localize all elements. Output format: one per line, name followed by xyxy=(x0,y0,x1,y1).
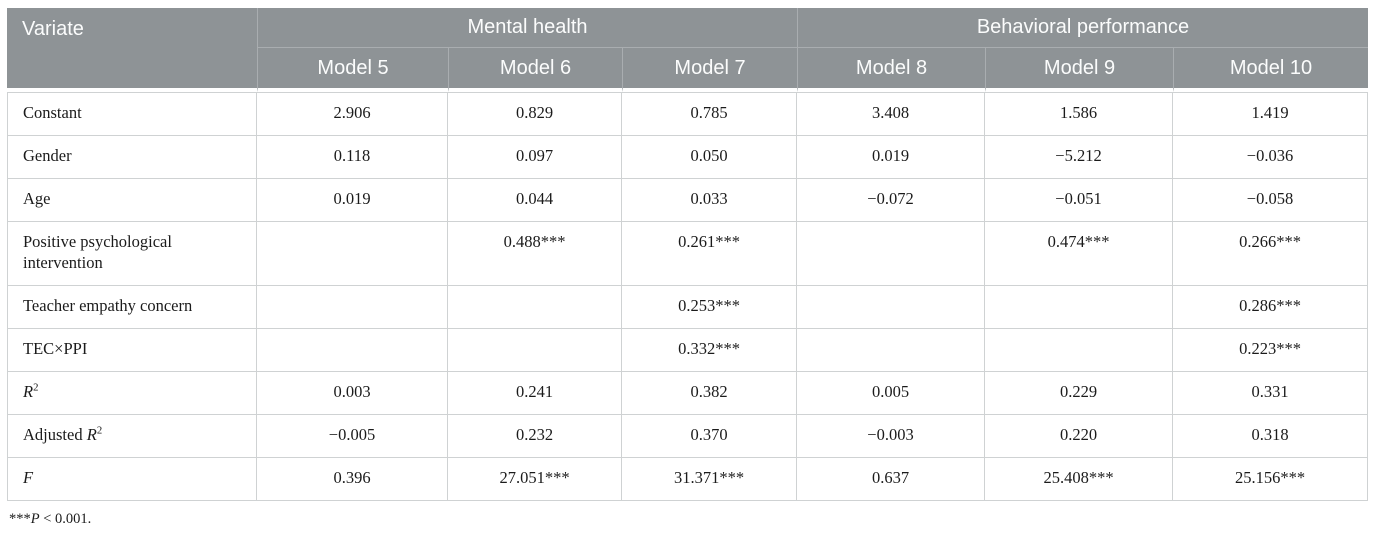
cell-value xyxy=(257,328,448,372)
cell-value: 0.005 xyxy=(797,371,985,415)
column-header-variate: Variate xyxy=(7,8,257,92)
cell-value: 3.408 xyxy=(797,92,985,137)
table-row: Teacher empathy concern 0.253*** 0.286*** xyxy=(7,285,1369,329)
model-header-row: Model 5 Model 6 Model 7 Model 8 Model 9 … xyxy=(7,47,1369,92)
row-label: Positive psychological intervention xyxy=(7,222,257,286)
cell-value: 0.261*** xyxy=(622,222,797,286)
cell-value: 0.044 xyxy=(448,179,622,223)
cell-value xyxy=(985,328,1173,372)
table-row: Gender 0.118 0.097 0.050 0.019 −5.212 −0.036 xyxy=(7,136,1369,180)
cell-value: 1.586 xyxy=(985,92,1173,137)
row-label: TEC×PPI xyxy=(7,328,257,372)
cell-value: 25.408*** xyxy=(985,458,1173,502)
cell-value: 31.371*** xyxy=(622,458,797,502)
cell-value xyxy=(797,328,985,372)
group-header-row: Variate Mental health Behavioral perform… xyxy=(7,8,1369,92)
table-row: Positive psychological intervention 0.488… xyxy=(7,222,1369,286)
table-row: R2 0.003 0.241 0.382 0.005 0.229 0.331 xyxy=(7,371,1369,415)
table-row: Constant 2.906 0.829 0.785 3.408 1.586 1.419 xyxy=(7,92,1369,137)
cell-value: 0.331 xyxy=(1173,371,1369,415)
cell-value xyxy=(985,285,1173,329)
cell-value xyxy=(257,222,448,286)
table-row: Adjusted R2 −0.005 0.232 0.370 −0.003 0.220 0.… xyxy=(7,415,1369,459)
cell-value: −0.005 xyxy=(257,415,448,459)
cell-value: 2.906 xyxy=(257,92,448,137)
cell-value: 0.488*** xyxy=(448,222,622,286)
cell-value: 0.118 xyxy=(257,136,448,180)
column-group-mental-health: Mental health xyxy=(257,8,797,47)
row-label: R2 xyxy=(7,371,257,415)
cell-value xyxy=(797,222,985,286)
column-group-behavioral-performance: Behavioral performance xyxy=(797,8,1369,47)
row-label: Teacher empathy concern xyxy=(7,285,257,329)
cell-value: 0.033 xyxy=(622,179,797,223)
cell-value: 0.097 xyxy=(448,136,622,180)
row-label: F xyxy=(7,458,257,502)
cell-value: 0.286*** xyxy=(1173,285,1369,329)
column-header-model-7: Model 7 xyxy=(622,47,797,92)
cell-value: −0.072 xyxy=(797,179,985,223)
cell-value: 0.474*** xyxy=(985,222,1173,286)
cell-value: 0.220 xyxy=(985,415,1173,459)
column-header-model-8: Model 8 xyxy=(797,47,985,92)
cell-value: −0.036 xyxy=(1173,136,1369,180)
cell-value: 0.637 xyxy=(797,458,985,502)
row-label: Gender xyxy=(7,136,257,180)
table-row: F 0.396 27.051*** 31.371*** 0.637 25.408*** 25… xyxy=(7,458,1369,502)
column-header-model-6: Model 6 xyxy=(448,47,622,92)
cell-value: 0.050 xyxy=(622,136,797,180)
cell-value: 0.003 xyxy=(257,371,448,415)
cell-value: 0.223*** xyxy=(1173,328,1369,372)
cell-value: 0.785 xyxy=(622,92,797,137)
table-body: Constant 2.906 0.829 0.785 3.408 1.586 1.419 Ge… xyxy=(7,92,1369,502)
cell-value xyxy=(257,285,448,329)
cell-value: 0.396 xyxy=(257,458,448,502)
cell-value: 0.332*** xyxy=(622,328,797,372)
cell-value: 0.019 xyxy=(257,179,448,223)
cell-value: 0.019 xyxy=(797,136,985,180)
cell-value: 27.051*** xyxy=(448,458,622,502)
cell-value: 1.419 xyxy=(1173,92,1369,137)
cell-value: 0.253*** xyxy=(622,285,797,329)
cell-value: −5.212 xyxy=(985,136,1173,180)
table-footnote: ***P < 0.001. xyxy=(9,511,92,528)
cell-value: −0.051 xyxy=(985,179,1173,223)
cell-value: 0.382 xyxy=(622,371,797,415)
cell-value xyxy=(448,285,622,329)
cell-value: 0.370 xyxy=(622,415,797,459)
cell-value: 0.232 xyxy=(448,415,622,459)
cell-value: −0.058 xyxy=(1173,179,1369,223)
cell-value: 0.829 xyxy=(448,92,622,137)
row-label: Age xyxy=(7,179,257,223)
cell-value: −0.003 xyxy=(797,415,985,459)
cell-value: 0.241 xyxy=(448,371,622,415)
table-row: Age 0.019 0.044 0.033 −0.072 −0.051 −0.058 xyxy=(7,179,1369,223)
column-header-model-5: Model 5 xyxy=(257,47,448,92)
cell-value: 0.229 xyxy=(985,371,1173,415)
table-row: TEC×PPI 0.332*** 0.223*** xyxy=(7,328,1369,372)
row-label: Adjusted R2 xyxy=(7,415,257,459)
cell-value: 25.156*** xyxy=(1173,458,1369,502)
row-label: Constant xyxy=(7,92,257,137)
regression-results-table: Variate Mental health Behavioral perform… xyxy=(7,8,1369,502)
cell-value: 0.318 xyxy=(1173,415,1369,459)
column-header-model-10: Model 10 xyxy=(1173,47,1369,92)
cell-value xyxy=(448,328,622,372)
table-header: Variate Mental health Behavioral perform… xyxy=(7,8,1369,92)
column-header-model-9: Model 9 xyxy=(985,47,1173,92)
cell-value: 0.266*** xyxy=(1173,222,1369,286)
cell-value xyxy=(797,285,985,329)
